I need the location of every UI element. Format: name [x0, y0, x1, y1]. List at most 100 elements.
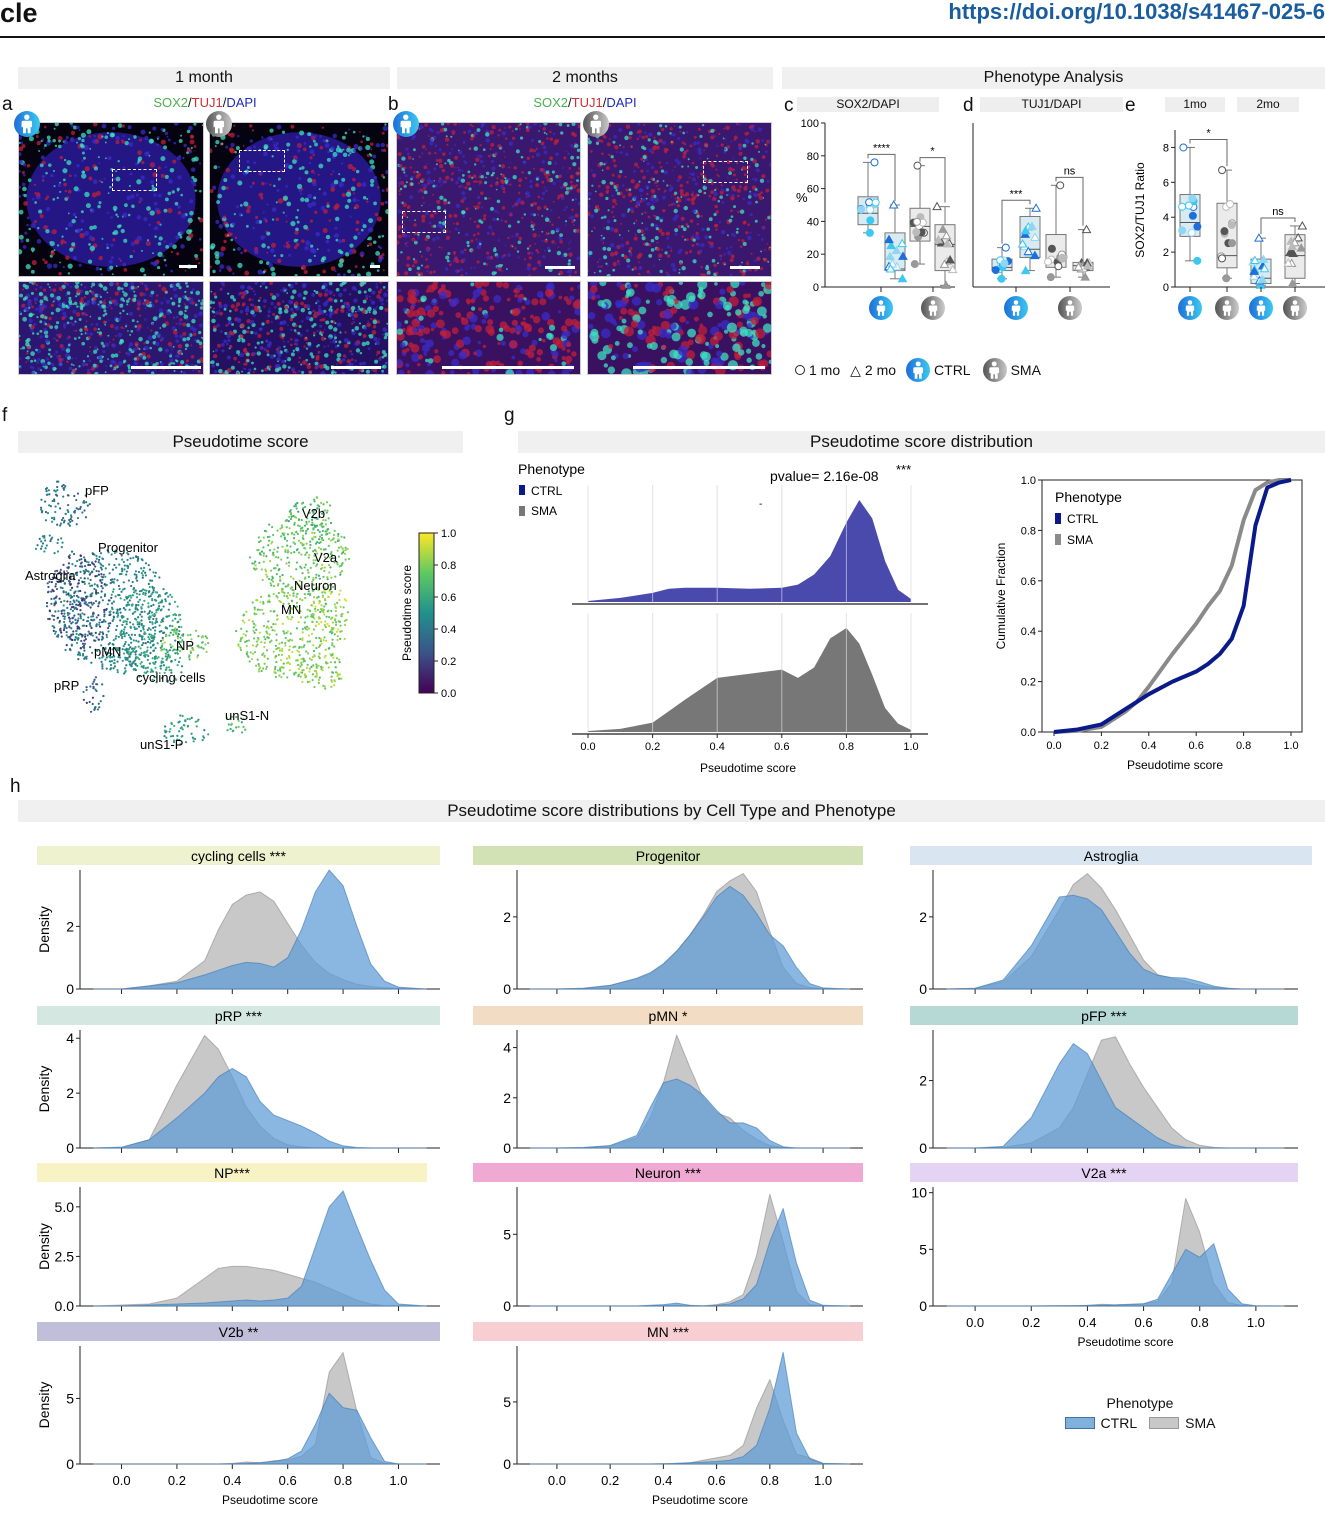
cell-dot — [227, 234, 230, 237]
cell-dot — [225, 324, 228, 327]
cell-dot — [591, 184, 594, 187]
cell-dot — [349, 243, 354, 248]
cell-dot — [590, 214, 595, 219]
cell-dot — [92, 363, 97, 368]
cell-dot — [85, 313, 88, 317]
cell-dot — [634, 233, 637, 236]
cell-dot — [89, 346, 92, 349]
cell-dot — [35, 135, 39, 138]
cell-dot — [644, 211, 647, 214]
cell-dot — [121, 290, 125, 294]
umap-cell — [94, 648, 97, 651]
cell-dot — [762, 323, 771, 333]
cell-dot — [301, 320, 304, 323]
umap-cell — [144, 571, 147, 574]
cell-dot — [163, 297, 166, 300]
cell-dot — [319, 145, 324, 150]
cell-dot — [656, 299, 663, 306]
cell-dot — [633, 170, 636, 173]
cell-dot — [304, 170, 309, 175]
cell-dot — [218, 224, 224, 229]
cell-dot — [412, 148, 416, 152]
cell-dot — [630, 144, 633, 148]
umap-cell — [83, 556, 86, 559]
cell-dot — [460, 199, 465, 203]
cell-dot — [160, 139, 166, 145]
cell-dot — [248, 298, 252, 302]
data-point-circle — [912, 228, 921, 237]
cell-dot — [134, 297, 137, 300]
cell-dot — [685, 320, 690, 325]
cell-dot — [640, 157, 644, 161]
cell-dot — [693, 135, 697, 139]
cell-dot — [404, 320, 409, 324]
cell-dot — [662, 309, 673, 320]
cell-dot — [192, 182, 197, 187]
cell-dot — [666, 273, 671, 276]
cell-dot — [355, 227, 359, 232]
cell-dot — [650, 188, 656, 194]
cell-dot — [342, 152, 348, 158]
cell-dot — [372, 310, 378, 315]
cell-dot — [269, 354, 275, 359]
cell-dot — [742, 269, 746, 273]
cell-dot — [22, 186, 27, 192]
cell-dot — [698, 325, 708, 336]
cell-dot — [290, 295, 295, 300]
cell-dot — [108, 303, 112, 307]
cell-dot — [46, 323, 51, 328]
cell-dot — [494, 127, 496, 130]
cell-dot — [220, 282, 225, 286]
stain-sep: / — [222, 95, 227, 110]
cell-dot — [31, 332, 35, 335]
cell-dot — [355, 169, 360, 174]
cell-dot — [130, 285, 135, 290]
cell-dot — [110, 353, 116, 359]
cell-dot — [297, 292, 303, 298]
cell-dot — [448, 298, 458, 308]
cell-dot — [411, 136, 415, 141]
cell-dot — [575, 123, 579, 126]
cell-dot — [605, 191, 609, 194]
cell-dot — [70, 363, 73, 366]
cell-dot — [34, 201, 37, 204]
y-tick-label: 20 — [807, 249, 819, 261]
doi-link[interactable]: https://doi.org/10.1038/s41467-025-6 — [948, 0, 1325, 24]
cell-dot — [122, 309, 125, 313]
cell-dot — [573, 219, 576, 222]
umap-cell — [127, 579, 130, 582]
data-point-triangle — [1293, 232, 1304, 242]
cell-dot — [302, 147, 307, 152]
cell-dot — [545, 133, 548, 135]
umap-cell — [123, 628, 126, 631]
cell-dot — [107, 334, 110, 337]
cell-dot — [679, 316, 686, 323]
cell-dot — [673, 208, 678, 214]
data-point-triangle — [932, 201, 942, 211]
cell-dot — [75, 321, 78, 324]
cell-dot — [88, 359, 91, 362]
cell-dot — [346, 311, 348, 314]
cell-dot — [216, 200, 221, 204]
cell-dot — [745, 231, 749, 235]
cell-dot — [178, 139, 183, 143]
cell-dot — [715, 344, 720, 349]
cell-dot — [241, 370, 244, 373]
cell-dot — [411, 353, 421, 362]
cell-dot — [483, 214, 487, 218]
umap-cell — [63, 620, 66, 624]
cell-dot — [210, 148, 213, 154]
cell-dot — [435, 158, 439, 162]
cell-dot — [315, 356, 320, 361]
cell-dot — [715, 168, 718, 171]
cell-dot — [158, 313, 163, 318]
cell-dot — [709, 161, 714, 166]
cell-dot — [567, 170, 569, 173]
cell-dot — [480, 175, 484, 179]
cell-dot — [275, 217, 280, 222]
cell-dot — [351, 286, 357, 291]
cell-dot — [416, 307, 426, 316]
cell-dot — [596, 206, 599, 210]
cell-dot — [751, 185, 757, 190]
cell-dot — [89, 315, 92, 318]
